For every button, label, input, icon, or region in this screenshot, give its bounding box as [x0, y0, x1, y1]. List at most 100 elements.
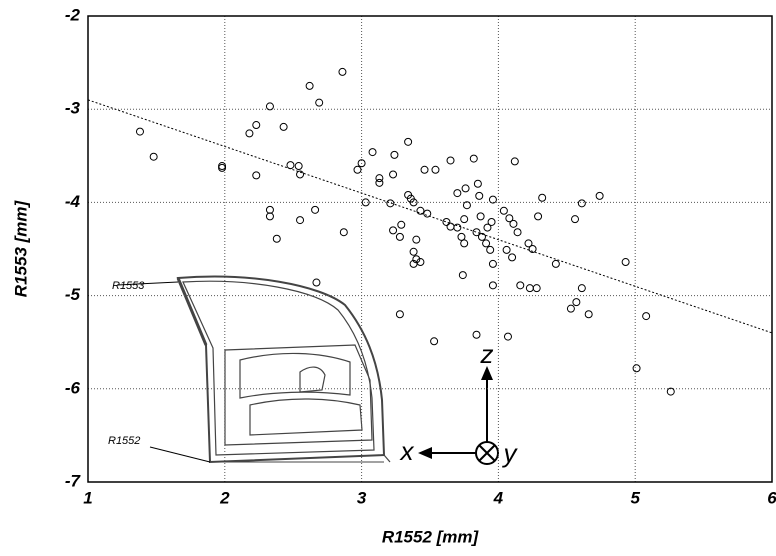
point	[516, 281, 525, 290]
point	[375, 178, 384, 187]
point	[305, 81, 314, 90]
point	[460, 239, 469, 248]
point	[462, 201, 471, 210]
point	[595, 191, 604, 200]
point	[386, 199, 395, 208]
point	[312, 278, 321, 287]
point	[488, 195, 497, 204]
point	[477, 232, 486, 241]
point	[395, 232, 404, 241]
point	[412, 255, 421, 264]
point	[357, 159, 366, 168]
y-axis-title: R1553 [mm]	[11, 199, 30, 297]
point	[265, 102, 274, 111]
point	[566, 304, 575, 313]
point	[632, 364, 641, 373]
point	[279, 122, 288, 131]
point	[389, 170, 398, 179]
point	[534, 212, 543, 221]
point	[577, 284, 586, 293]
annotation: x	[399, 436, 415, 466]
point	[311, 205, 320, 214]
annotation: z	[480, 339, 494, 369]
point	[416, 206, 425, 215]
point	[361, 198, 370, 207]
point	[252, 121, 261, 130]
point	[338, 67, 347, 76]
point	[265, 212, 274, 221]
point	[315, 98, 324, 107]
point	[409, 198, 418, 207]
y-tick-label: -5	[65, 285, 81, 304]
point	[395, 310, 404, 319]
point	[416, 258, 425, 267]
point	[513, 228, 522, 237]
point	[368, 148, 377, 157]
point	[525, 284, 534, 293]
point	[423, 209, 432, 218]
x-tick-label: 3	[357, 488, 367, 507]
point	[286, 161, 295, 170]
point	[218, 163, 227, 172]
point	[538, 193, 547, 202]
x-tick-label: 5	[630, 488, 640, 507]
point	[488, 259, 497, 268]
point	[528, 245, 537, 253]
point	[265, 205, 274, 214]
point	[245, 129, 254, 138]
point	[135, 127, 144, 136]
annotation: y	[502, 438, 519, 468]
point	[149, 152, 158, 161]
point	[409, 247, 418, 256]
leader-line	[116, 281, 179, 286]
point	[272, 234, 281, 243]
point	[487, 217, 496, 226]
point	[505, 214, 514, 223]
point	[621, 258, 630, 267]
point	[453, 223, 462, 232]
annotation: R1553	[112, 280, 145, 292]
y-tick-label: -2	[65, 5, 81, 24]
arrowheads	[418, 366, 493, 459]
point	[473, 179, 482, 188]
door-illustration	[176, 275, 391, 464]
point	[551, 259, 560, 268]
x-tick-label: 1	[83, 488, 92, 507]
point	[453, 189, 462, 198]
point	[457, 232, 466, 241]
plot-frame	[87, 15, 773, 483]
point	[252, 171, 261, 180]
point	[509, 219, 518, 228]
point	[469, 154, 478, 163]
point	[397, 220, 406, 229]
point	[472, 228, 481, 237]
point	[412, 235, 421, 244]
leader-line	[149, 446, 211, 463]
point	[488, 281, 497, 290]
point	[353, 165, 362, 174]
y-tick-label: -7	[65, 471, 82, 490]
point	[390, 150, 399, 159]
point	[499, 206, 508, 215]
point	[420, 165, 429, 174]
point	[475, 191, 484, 200]
point	[472, 330, 481, 339]
point	[572, 298, 581, 307]
point	[502, 245, 511, 254]
point	[482, 239, 491, 248]
point	[460, 215, 469, 224]
y-tick-label: -4	[65, 192, 81, 211]
point	[508, 253, 517, 262]
point	[584, 310, 593, 319]
point	[483, 223, 492, 232]
point	[524, 239, 533, 248]
point	[503, 332, 512, 341]
point	[446, 222, 455, 231]
point	[532, 284, 541, 293]
point	[339, 228, 348, 237]
point	[442, 217, 451, 226]
annotation: R1552	[108, 435, 140, 447]
point	[296, 170, 305, 179]
x-axis-title: R1552 [mm]	[382, 527, 480, 546]
